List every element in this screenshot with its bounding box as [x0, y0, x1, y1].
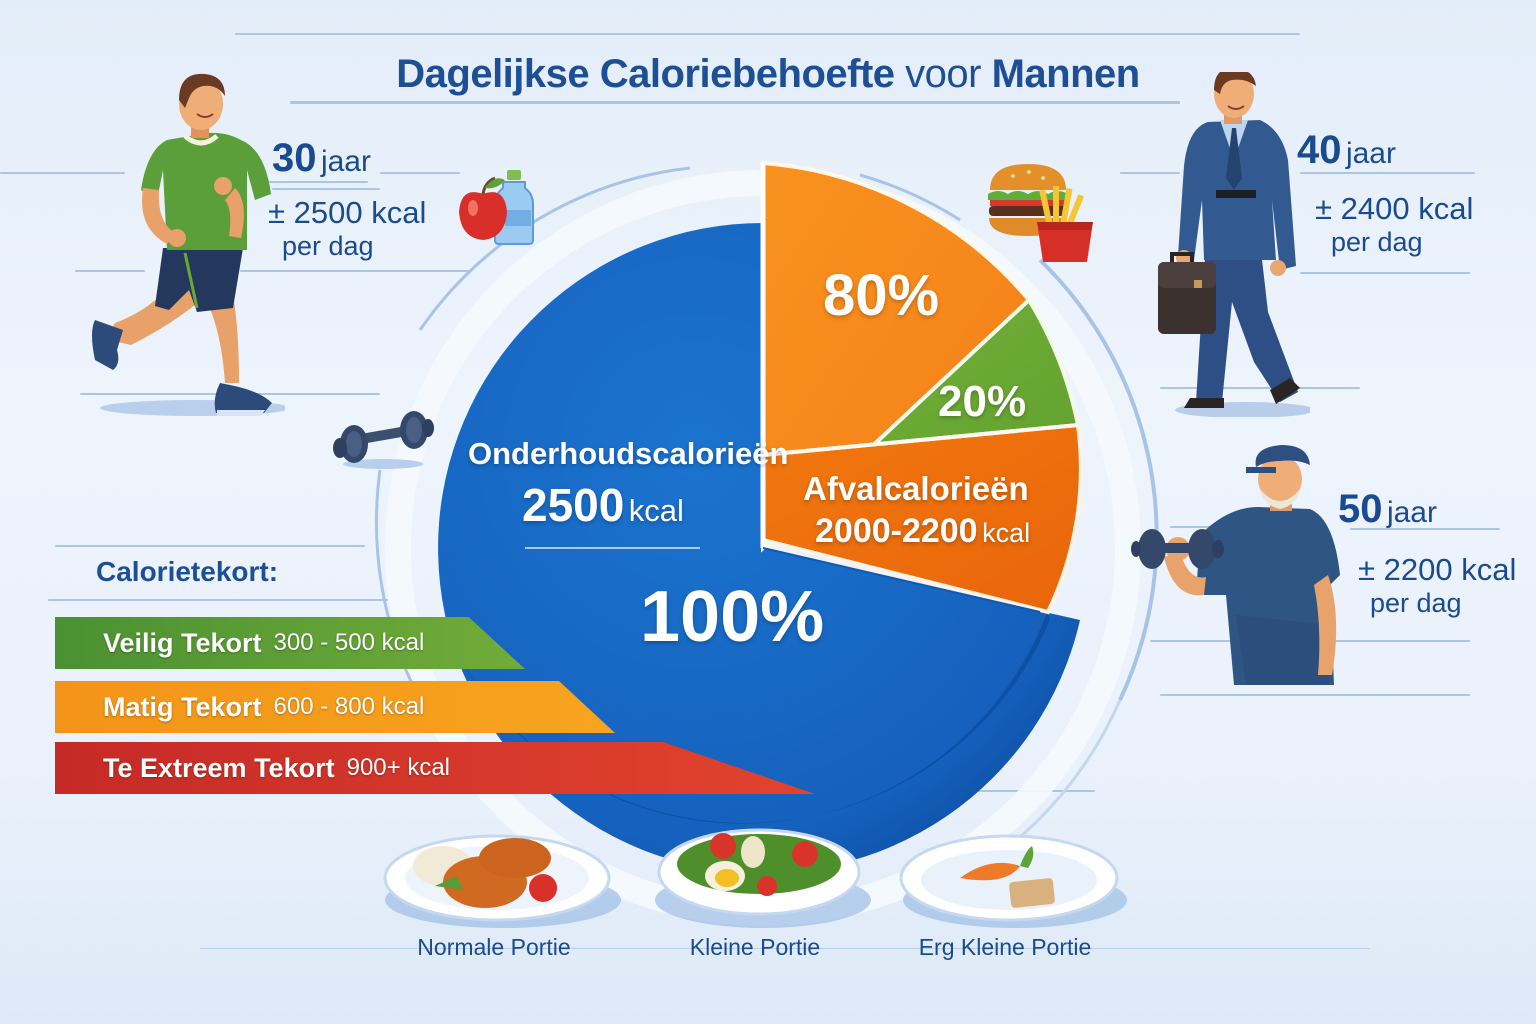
age-unit: jaar — [320, 145, 371, 178]
portion-plates — [383, 828, 1127, 928]
divider — [235, 33, 1300, 35]
title-text: Dagelijkse Caloriebehoefte — [396, 52, 895, 96]
older-man-figure — [1131, 445, 1340, 685]
age-per-day: per dag — [1331, 227, 1423, 257]
divider — [55, 545, 365, 547]
age-per-day: per dag — [282, 231, 374, 261]
divider — [290, 101, 1180, 104]
kcal-value: 2500 — [522, 479, 625, 531]
ring-arc — [374, 469, 422, 701]
age-kcal: ± 2200 kcal — [1358, 552, 1517, 587]
slice-20-label: 20% — [938, 377, 1027, 426]
portion-label-normal: Normale Portie — [417, 934, 571, 960]
divider — [200, 948, 1370, 949]
slice-maintenance-pct: 100% — [640, 577, 825, 657]
normal-portion-plate-icon — [383, 834, 621, 928]
divider — [1300, 172, 1475, 174]
very-small-portion-plate-icon — [899, 834, 1127, 928]
divider — [0, 172, 125, 174]
slice-maintenance-label: Onderhoudscalorieën — [468, 436, 789, 471]
divider — [48, 599, 388, 601]
age-number: 50 — [1338, 487, 1383, 531]
portion-label-small: Kleine Portie — [689, 934, 821, 960]
kcal-value: 2000-2200 — [815, 512, 978, 550]
deficit-name: Matig Tekort — [103, 691, 262, 722]
deficit-value: 900+ kcal — [346, 754, 450, 781]
age-unit: jaar — [1386, 496, 1437, 529]
burger-and-fries-icon — [988, 164, 1093, 262]
deficit-bar-moderate: Matig Tekort 600 - 800 kcal — [55, 681, 615, 733]
age-unit: jaar — [1345, 137, 1396, 170]
kcal-unit: kcal — [628, 493, 684, 528]
title-text: voor — [905, 52, 981, 96]
divider — [1170, 526, 1230, 528]
page-title: Dagelijkse Caloriebehoefte voor Mannen — [0, 52, 1536, 97]
ring-arc — [859, 173, 961, 222]
divider — [1350, 528, 1500, 530]
age-number: 40 — [1297, 128, 1342, 172]
deficit-value: 600 - 800 kcal — [273, 693, 425, 720]
ring-arc — [418, 166, 691, 331]
age-kcal: ± 2400 kcal — [1315, 191, 1474, 226]
age-block-50: 50 jaar ± 2200 kcal per dag — [1338, 487, 1536, 619]
jogging-man-figure — [92, 73, 285, 416]
divider — [240, 270, 470, 272]
slice-afval-label: Afvalcalorieën — [803, 470, 1029, 507]
slice-afval — [761, 422, 1083, 615]
businessman-figure — [1158, 72, 1310, 417]
age-block-40: 40 jaar ± 2400 kcal per dag — [1297, 128, 1497, 258]
ring-arc — [1038, 258, 1159, 701]
small-portion-salad-icon — [655, 828, 871, 928]
divider — [1160, 694, 1470, 696]
divider — [380, 172, 460, 174]
slice-maintenance-value: 2500 kcal — [522, 478, 684, 532]
divider — [1300, 272, 1470, 274]
portion-label-very-small: Erg Kleine Portie — [918, 934, 1092, 960]
deficit-bar-safe: Veilig Tekort 300 - 500 kcal — [55, 617, 525, 669]
age-number: 30 — [272, 136, 317, 180]
deficit-name: Te Extreem Tekort — [103, 752, 335, 783]
divider — [1120, 172, 1180, 174]
title-text: Mannen — [991, 52, 1141, 96]
deficit-heading: Calorietekort: — [96, 556, 279, 587]
divider — [75, 270, 145, 272]
age-block-30: 30 jaar ± 2500 kcal per dag — [268, 136, 472, 262]
deficit-name: Veilig Tekort — [103, 627, 262, 658]
apple-and-water-bottle-icon — [459, 170, 534, 245]
age-per-day: per dag — [1370, 588, 1462, 618]
slice-afval-value: 2000-2200 kcal — [815, 512, 1030, 551]
deficit-value: 300 - 500 kcal — [273, 629, 425, 656]
divider — [258, 181, 368, 183]
kcal-unit: kcal — [982, 518, 1031, 548]
deficit-bar-extreme: Te Extreem Tekort 900+ kcal — [55, 742, 815, 794]
divider — [1120, 102, 1180, 104]
slice-80-label: 80% — [823, 263, 940, 328]
slice-maintenance — [438, 223, 1081, 873]
age-kcal: ± 2500 kcal — [268, 195, 427, 230]
dumbbell-icon — [333, 411, 434, 469]
divider — [1160, 387, 1360, 389]
